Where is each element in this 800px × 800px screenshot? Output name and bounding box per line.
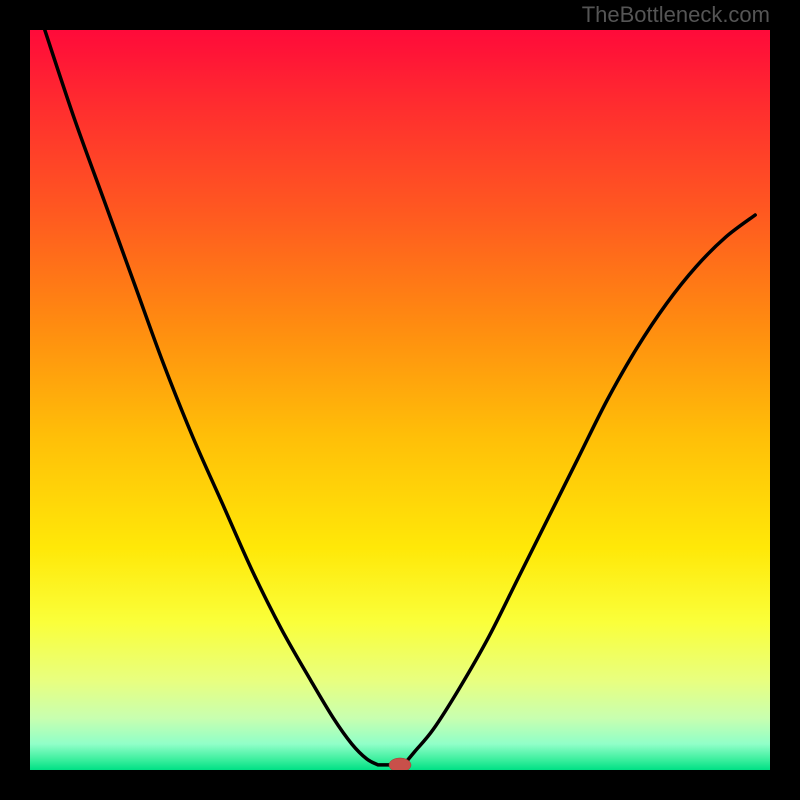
plot-area	[30, 30, 770, 770]
bottleneck-curve	[30, 30, 770, 770]
outer-frame: TheBottleneck.com	[0, 0, 800, 800]
optimal-point-marker	[387, 756, 413, 770]
curve-path	[45, 30, 755, 765]
watermark-text: TheBottleneck.com	[582, 2, 770, 28]
marker-icon	[387, 756, 413, 770]
